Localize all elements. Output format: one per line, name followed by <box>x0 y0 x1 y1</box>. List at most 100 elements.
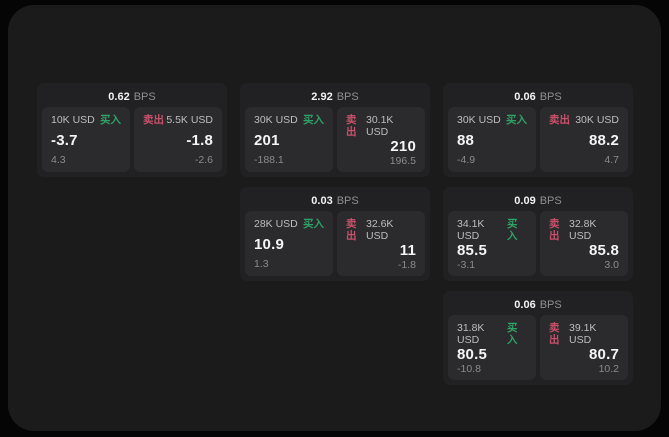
buy-quote-panel[interactable]: 10K USD 买入 -3.7 4.3 <box>42 107 130 172</box>
sell-delta: -1.8 <box>397 259 416 271</box>
buy-tag: 买入 <box>507 322 518 346</box>
sell-delta: -2.6 <box>194 154 213 166</box>
buy-quote-panel[interactable]: 30K USD 买入 201 -188.1 <box>245 107 333 172</box>
sell-top-row: 卖出 32.6K USD <box>346 218 416 242</box>
sell-quote-panel[interactable]: 卖出 32.8K USD 85.8 3.0 <box>540 211 628 276</box>
bps-value: 0.03 <box>311 195 333 207</box>
sell-delta: 10.2 <box>598 363 619 375</box>
sell-price: 80.7 <box>589 346 619 363</box>
sell-price: -1.8 <box>186 131 213 149</box>
bps-value: 0.06 <box>514 91 536 103</box>
card-header: 0.03 BPS <box>245 191 425 211</box>
buy-amount-label: 31.8K USD <box>457 322 485 346</box>
sell-top-row: 卖出 5.5K USD <box>143 114 213 126</box>
buy-amount-label: 28K USD <box>254 218 298 230</box>
sell-delta: 3.0 <box>604 259 619 271</box>
buy-price: 88 <box>457 131 475 149</box>
buy-top-row: 30K USD 买入 <box>457 114 527 126</box>
sell-quote-panel[interactable]: 卖出 5.5K USD -1.8 -2.6 <box>134 107 222 172</box>
card-header: 0.09 BPS <box>448 191 628 211</box>
sell-tag: 卖出 <box>549 218 560 242</box>
buy-top-row: 34.1K USD 买入 <box>457 218 527 242</box>
main-panel: 0.62 BPS 10K USD 买入 -3.7 4.3 卖出 5.5K USD… <box>8 5 661 431</box>
buy-delta: 4.3 <box>51 154 66 166</box>
sell-price: 85.8 <box>589 242 619 259</box>
buy-top-row: 28K USD 买入 <box>254 218 324 230</box>
quotes-grid: 0.62 BPS 10K USD 买入 -3.7 4.3 卖出 5.5K USD… <box>37 83 633 385</box>
buy-top-row: 10K USD 买入 <box>51 114 121 126</box>
bps-value: 0.06 <box>514 299 536 311</box>
buy-amount-label: 30K USD <box>457 114 501 126</box>
quote-panels: 30K USD 买入 201 -188.1 卖出 30.1K USD 210 1… <box>245 107 425 172</box>
sell-tag: 卖出 <box>549 322 560 346</box>
buy-amount-label: 30K USD <box>254 114 298 126</box>
bps-value: 0.62 <box>108 91 130 103</box>
sell-amount-label: 30.1K USD <box>365 114 394 138</box>
buy-tag: 买入 <box>506 114 527 126</box>
bps-unit: BPS <box>336 195 359 207</box>
sell-quote-panel[interactable]: 卖出 39.1K USD 80.7 10.2 <box>540 315 628 380</box>
sell-price: 11 <box>399 242 416 259</box>
sell-quote-panel[interactable]: 卖出 30.1K USD 210 196.5 <box>337 107 425 172</box>
sell-top-row: 卖出 30.1K USD <box>346 114 416 138</box>
buy-delta: -10.8 <box>457 363 481 375</box>
bps-unit: BPS <box>539 195 562 207</box>
sell-tag: 卖出 <box>346 218 357 242</box>
sell-tag: 卖出 <box>346 114 357 138</box>
quote-card: 0.03 BPS 28K USD 买入 10.9 1.3 卖出 32.6K US… <box>240 187 430 281</box>
buy-delta: 1.3 <box>254 258 269 270</box>
buy-tag: 买入 <box>303 114 324 126</box>
bps-unit: BPS <box>133 91 156 103</box>
buy-top-row: 31.8K USD 买入 <box>457 322 527 346</box>
bps-unit: BPS <box>539 299 562 311</box>
quote-card: 0.06 BPS 31.8K USD 买入 80.5 -10.8 卖出 39.1… <box>443 291 633 385</box>
sell-price: 210 <box>390 138 416 155</box>
quote-panels: 31.8K USD 买入 80.5 -10.8 卖出 39.1K USD 80.… <box>448 315 628 380</box>
bps-unit: BPS <box>539 91 562 103</box>
buy-quote-panel[interactable]: 31.8K USD 买入 80.5 -10.8 <box>448 315 536 380</box>
sell-tag: 卖出 <box>549 114 570 126</box>
buy-price: 10.9 <box>254 235 284 253</box>
quote-panels: 10K USD 买入 -3.7 4.3 卖出 5.5K USD -1.8 -2.… <box>42 107 222 172</box>
sell-top-row: 卖出 39.1K USD <box>549 322 619 346</box>
buy-amount-label: 34.1K USD <box>457 218 485 242</box>
quote-card: 0.09 BPS 34.1K USD 买入 85.5 -3.1 卖出 32.8K… <box>443 187 633 281</box>
buy-tag: 买入 <box>303 218 324 230</box>
card-header: 0.62 BPS <box>42 87 222 107</box>
sell-tag: 卖出 <box>143 114 164 126</box>
sell-amount-label: 5.5K USD <box>166 114 213 126</box>
sell-amount-label: 30K USD <box>575 114 619 126</box>
buy-amount-label: 10K USD <box>51 114 95 126</box>
sell-quote-panel[interactable]: 卖出 30K USD 88.2 4.7 <box>540 107 628 172</box>
sell-quote-panel[interactable]: 卖出 32.6K USD 11 -1.8 <box>337 211 425 276</box>
sell-top-row: 卖出 30K USD <box>549 114 619 126</box>
sell-amount-label: 32.8K USD <box>568 218 597 242</box>
bps-unit: BPS <box>336 91 359 103</box>
sell-top-row: 卖出 32.8K USD <box>549 218 619 242</box>
quote-card: 0.62 BPS 10K USD 买入 -3.7 4.3 卖出 5.5K USD… <box>37 83 227 177</box>
sell-delta: 4.7 <box>604 154 619 166</box>
buy-quote-panel[interactable]: 30K USD 买入 88 -4.9 <box>448 107 536 172</box>
card-header: 0.06 BPS <box>448 87 628 107</box>
buy-price: 85.5 <box>457 242 487 259</box>
buy-quote-panel[interactable]: 28K USD 买入 10.9 1.3 <box>245 211 333 276</box>
sell-amount-label: 32.6K USD <box>365 218 394 242</box>
buy-delta: -4.9 <box>457 154 476 166</box>
sell-price: 88.2 <box>589 131 619 149</box>
buy-delta: -3.1 <box>457 259 476 271</box>
bps-value: 0.09 <box>514 195 536 207</box>
buy-tag: 买入 <box>507 218 518 242</box>
buy-price: 201 <box>254 131 280 149</box>
buy-top-row: 30K USD 买入 <box>254 114 324 126</box>
sell-amount-label: 39.1K USD <box>568 322 597 346</box>
quote-card: 0.06 BPS 30K USD 买入 88 -4.9 卖出 30K USD 8… <box>443 83 633 177</box>
buy-tag: 买入 <box>100 114 121 126</box>
quote-panels: 30K USD 买入 88 -4.9 卖出 30K USD 88.2 4.7 <box>448 107 628 172</box>
quote-panels: 34.1K USD 买入 85.5 -3.1 卖出 32.8K USD 85.8… <box>448 211 628 276</box>
card-header: 0.06 BPS <box>448 295 628 315</box>
buy-quote-panel[interactable]: 34.1K USD 买入 85.5 -3.1 <box>448 211 536 276</box>
buy-price: -3.7 <box>51 131 78 149</box>
sell-delta: 196.5 <box>389 155 416 167</box>
buy-delta: -188.1 <box>254 154 284 166</box>
